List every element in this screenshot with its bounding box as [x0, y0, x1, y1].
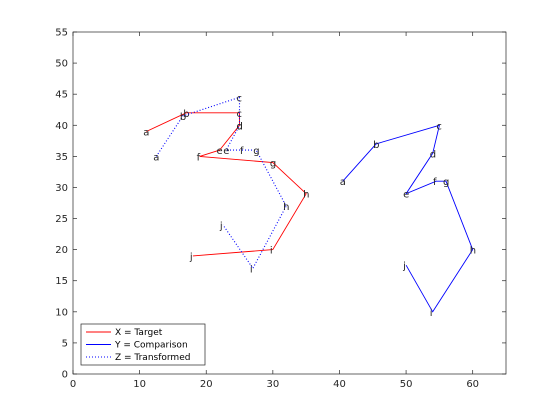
- point-label: e: [403, 190, 409, 201]
- point-label: g: [270, 159, 276, 170]
- point-label: h: [303, 190, 309, 201]
- point-label: c: [436, 121, 442, 132]
- point-label: f: [197, 152, 201, 163]
- point-label: c: [237, 109, 243, 120]
- point-label: d: [237, 121, 243, 132]
- point-label: d: [430, 149, 436, 160]
- y-axis: 0 5 10 15 20 25 30 35 40 45 50 55: [55, 28, 506, 381]
- point-label: h: [283, 202, 289, 213]
- point-label: i: [270, 246, 273, 257]
- point-label: c: [237, 93, 243, 104]
- x-tick-label: 60: [466, 379, 479, 390]
- plot-area: [72, 31, 507, 375]
- point-label: e: [217, 146, 223, 157]
- point-label: j: [219, 221, 223, 232]
- y-tick-label: 10: [55, 307, 68, 318]
- x-tick-label: 30: [266, 379, 279, 390]
- point-label: i: [250, 264, 253, 275]
- y-tick-label: 0: [62, 370, 68, 381]
- y-tick-label: 55: [55, 28, 68, 39]
- x-tick-label: 40: [333, 379, 346, 390]
- point-label: j: [189, 252, 193, 263]
- x-tick-label: 0: [70, 379, 76, 390]
- point-label: a: [143, 127, 149, 138]
- point-label: b: [183, 109, 189, 120]
- point-label: b: [373, 140, 379, 151]
- point-label: d: [237, 121, 243, 132]
- series-line: [146, 112, 307, 257]
- point-label: i: [430, 308, 433, 319]
- x-tick-label: 20: [200, 379, 213, 390]
- x-axis: 0 10 20 30 40 50 60: [70, 32, 479, 390]
- point-label: e: [223, 146, 229, 157]
- series-line: [342, 124, 474, 313]
- point-label: h: [470, 246, 476, 257]
- point-label: g: [253, 146, 259, 157]
- point-label: j: [402, 261, 406, 272]
- legend-label: X = Target: [115, 328, 163, 338]
- y-tick-label: 45: [55, 90, 68, 101]
- y-tick-label: 30: [55, 183, 68, 194]
- point-label: b: [180, 112, 186, 123]
- y-tick-label: 50: [55, 59, 68, 70]
- point-label: a: [340, 177, 346, 188]
- legend-label: Y = Comparison: [114, 341, 188, 351]
- y-tick-label: 5: [62, 338, 68, 349]
- point-label: g: [443, 177, 449, 188]
- y-tick-label: 40: [55, 121, 68, 132]
- legend-label: Z = Transformed: [115, 353, 190, 363]
- y-tick-label: 35: [55, 152, 68, 163]
- point-label: f: [433, 177, 437, 188]
- series-line: [155, 96, 287, 270]
- x-tick-label: 50: [400, 379, 413, 390]
- legend: X = Target Y = Comparison Z = Transformed: [80, 323, 206, 366]
- series-2: a b c d e f g h i j: [340, 121, 476, 319]
- y-tick-label: 25: [55, 214, 68, 225]
- point-label: f: [240, 146, 244, 157]
- x-tick-label: 10: [133, 379, 146, 390]
- point-label: a: [153, 152, 159, 163]
- y-tick-label: 20: [55, 245, 68, 256]
- y-tick-label: 15: [55, 276, 68, 287]
